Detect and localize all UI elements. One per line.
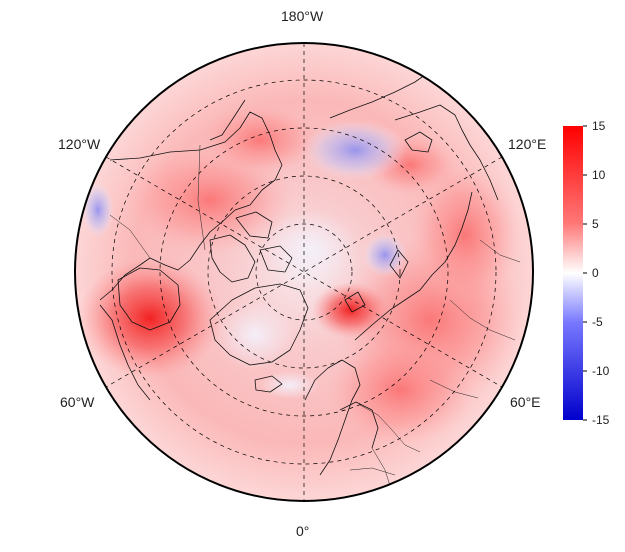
colorbar bbox=[563, 126, 583, 420]
colorbar-tick-label: -10 bbox=[592, 364, 610, 378]
lon-label-upper-right: 120°E bbox=[508, 136, 547, 152]
warm-anomaly-hudson-bay bbox=[78, 258, 222, 378]
cool-anomaly-east-siberia bbox=[303, 120, 407, 180]
lon-label-lower-left: 60°W bbox=[60, 394, 95, 410]
map-frame bbox=[74, 42, 534, 502]
lon-label-bottom: 0° bbox=[296, 523, 310, 539]
warm-anomaly-barents bbox=[312, 282, 388, 338]
lon-label-upper-left: 120°W bbox=[58, 136, 101, 152]
colorbar-tick-label: 0 bbox=[592, 266, 599, 280]
colorbar-tick-label: 5 bbox=[592, 217, 599, 231]
colorbar-tick-label: 10 bbox=[592, 168, 606, 182]
colorbar-tick-label: 15 bbox=[592, 119, 606, 133]
lon-label-lower-right: 60°E bbox=[510, 394, 541, 410]
pale-greenland bbox=[215, 300, 295, 370]
anomaly-field bbox=[75, 43, 533, 501]
lon-label-top: 180°W bbox=[281, 8, 324, 24]
colorbar-tick-label: -15 bbox=[592, 413, 610, 427]
borders bbox=[109, 144, 521, 493]
colorbar-tick-label: -5 bbox=[592, 315, 603, 329]
colorbar-ticks bbox=[583, 125, 587, 421]
graticule bbox=[105, 43, 503, 501]
